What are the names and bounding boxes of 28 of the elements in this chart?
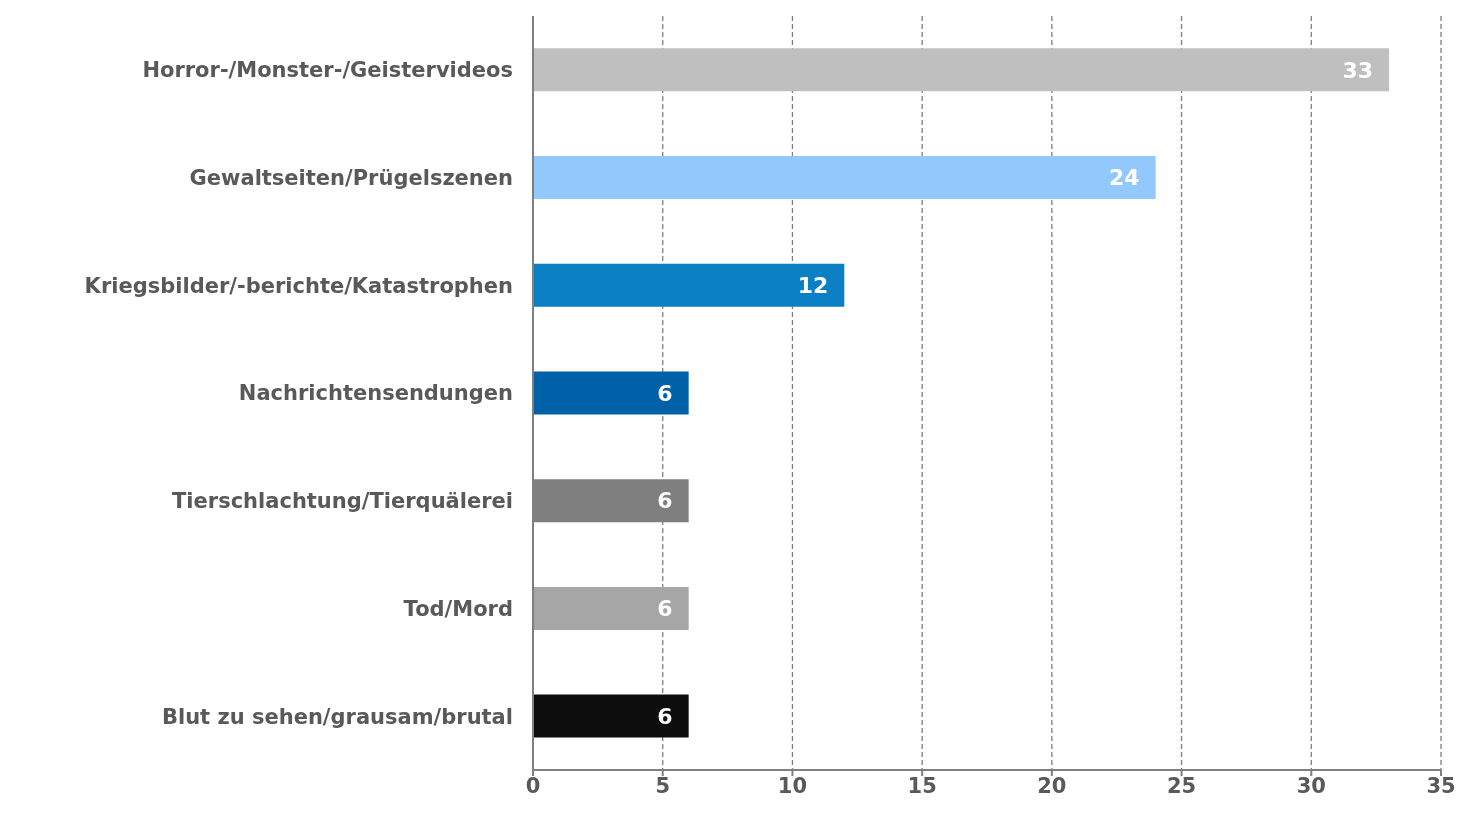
bar (533, 48, 1390, 92)
data-label: 33 (1342, 57, 1374, 83)
bar (533, 371, 689, 415)
y-tick-label: Nachrichtensendungen (238, 381, 513, 406)
bar (533, 586, 689, 630)
y-tick-label: Gewaltseiten/Prügelszenen (189, 166, 513, 191)
y-tick-label: Blut zu sehen/grausam/brutal (161, 704, 513, 729)
bar (533, 263, 845, 307)
data-label: 12 (797, 273, 829, 299)
data-label: 6 (657, 488, 673, 514)
x-tick-label: 30 (1296, 773, 1326, 798)
x-tick-label: 20 (1037, 773, 1067, 798)
x-tick-label: 10 (777, 773, 808, 798)
x-tick-label: 0 (525, 773, 541, 798)
y-tick-label: Tod/Mord (403, 596, 513, 621)
y-tick-label: Kriegsbilder/-berichte/Katastrophen (84, 273, 513, 298)
data-label: 6 (657, 703, 673, 729)
y-tick-label: Tierschlachtung/Tierquälerei (172, 489, 513, 514)
bar (533, 694, 689, 738)
x-tick-label: 35 (1426, 773, 1456, 798)
data-label: 6 (657, 596, 673, 622)
bar (533, 156, 1156, 200)
x-tick-label: 15 (907, 773, 937, 798)
data-label: 24 (1109, 165, 1140, 191)
y-tick-label: Horror-/Monster-/Geistervideos (142, 58, 513, 83)
x-tick-label: 25 (1166, 773, 1197, 798)
x-tick-label: 5 (655, 773, 671, 798)
data-label: 6 (657, 380, 673, 406)
